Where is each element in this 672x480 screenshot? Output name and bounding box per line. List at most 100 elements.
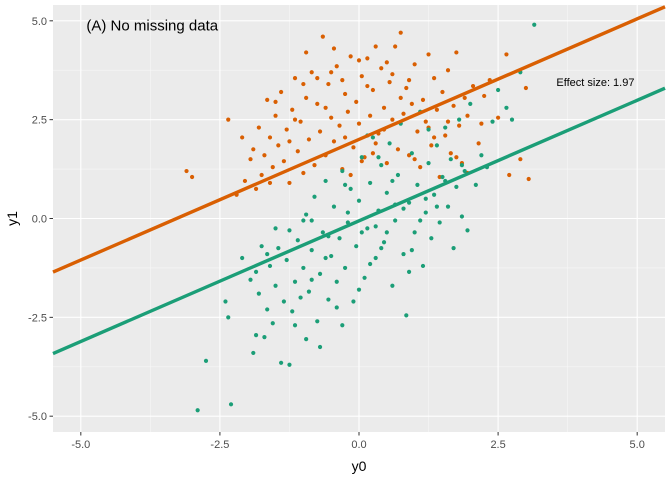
data-point — [440, 174, 445, 180]
data-point — [248, 277, 253, 282]
data-point — [309, 70, 314, 75]
data-point — [443, 125, 448, 130]
data-point — [265, 307, 270, 312]
data-point — [390, 117, 395, 122]
data-point — [401, 251, 406, 257]
data-point — [334, 305, 339, 310]
data-point — [365, 56, 370, 61]
data-point — [315, 76, 320, 81]
data-point — [342, 265, 348, 271]
data-point — [406, 200, 412, 205]
data-point — [331, 139, 337, 144]
data-point — [287, 228, 292, 233]
data-point — [373, 224, 378, 229]
data-point — [323, 105, 328, 110]
data-point — [253, 186, 259, 191]
data-point — [273, 226, 278, 231]
data-point — [287, 180, 292, 186]
data-point — [331, 46, 337, 51]
data-point — [259, 244, 264, 249]
data-point — [454, 50, 459, 55]
data-point — [412, 157, 417, 162]
data-point — [434, 143, 439, 148]
panel-title: (A) No missing data — [86, 18, 218, 35]
data-point — [432, 192, 437, 197]
data-point — [459, 163, 465, 168]
data-point — [381, 240, 387, 245]
data-point — [306, 137, 312, 142]
data-point — [298, 295, 303, 300]
data-point — [242, 178, 248, 184]
data-point — [262, 335, 267, 340]
regression-lines — [52, 5, 666, 356]
data-point — [462, 168, 467, 174]
data-point — [457, 123, 462, 128]
data-point — [295, 149, 300, 154]
data-point — [223, 299, 228, 304]
data-point — [265, 251, 270, 257]
data-point — [376, 155, 381, 160]
data-point — [287, 362, 292, 367]
major-gridlines — [53, 5, 665, 432]
data-point — [356, 121, 362, 126]
data-point — [409, 151, 414, 156]
data-point — [290, 309, 295, 314]
data-point — [379, 246, 384, 251]
data-point — [273, 113, 278, 118]
data-point — [495, 87, 501, 93]
data-point — [342, 91, 348, 97]
data-point — [365, 83, 370, 89]
data-point — [526, 176, 531, 182]
data-point — [226, 315, 231, 320]
data-point — [320, 34, 325, 39]
data-point — [445, 68, 451, 73]
data-point — [281, 159, 286, 164]
data-point — [253, 333, 259, 338]
data-point — [370, 151, 376, 156]
data-point — [429, 143, 434, 148]
data-point — [445, 204, 451, 209]
data-point — [465, 113, 470, 118]
data-point — [251, 147, 256, 152]
data-point — [251, 350, 256, 356]
data-point — [454, 155, 459, 160]
data-point — [443, 133, 448, 138]
data-point — [404, 85, 409, 91]
data-point — [356, 287, 362, 292]
data-point — [320, 230, 325, 235]
data-point — [301, 81, 306, 87]
data-point — [295, 238, 300, 243]
data-point — [370, 87, 376, 93]
data-point — [265, 97, 270, 102]
y-tick-label: -5.0 — [28, 411, 47, 423]
data-point — [532, 22, 537, 27]
data-point — [359, 155, 364, 160]
data-point — [504, 52, 509, 57]
data-point — [420, 97, 426, 102]
data-point — [423, 210, 428, 215]
data-point — [387, 141, 392, 146]
data-point — [518, 157, 523, 162]
data-point — [326, 81, 331, 87]
data-point — [393, 218, 398, 223]
data-point — [287, 139, 292, 144]
data-point — [315, 319, 320, 324]
data-point — [462, 95, 467, 101]
data-point — [387, 79, 392, 85]
data-point — [451, 103, 456, 108]
data-point — [370, 135, 376, 140]
data-point — [470, 83, 476, 89]
data-point — [292, 76, 298, 81]
data-point — [379, 163, 384, 168]
y-tick-label: 5.0 — [32, 16, 47, 28]
data-point — [345, 109, 350, 114]
data-point — [281, 299, 286, 304]
data-point — [451, 246, 456, 251]
data-point — [401, 111, 406, 116]
data-point — [429, 236, 434, 241]
data-point — [259, 172, 264, 178]
data-point — [273, 283, 278, 288]
data-point — [473, 182, 478, 187]
